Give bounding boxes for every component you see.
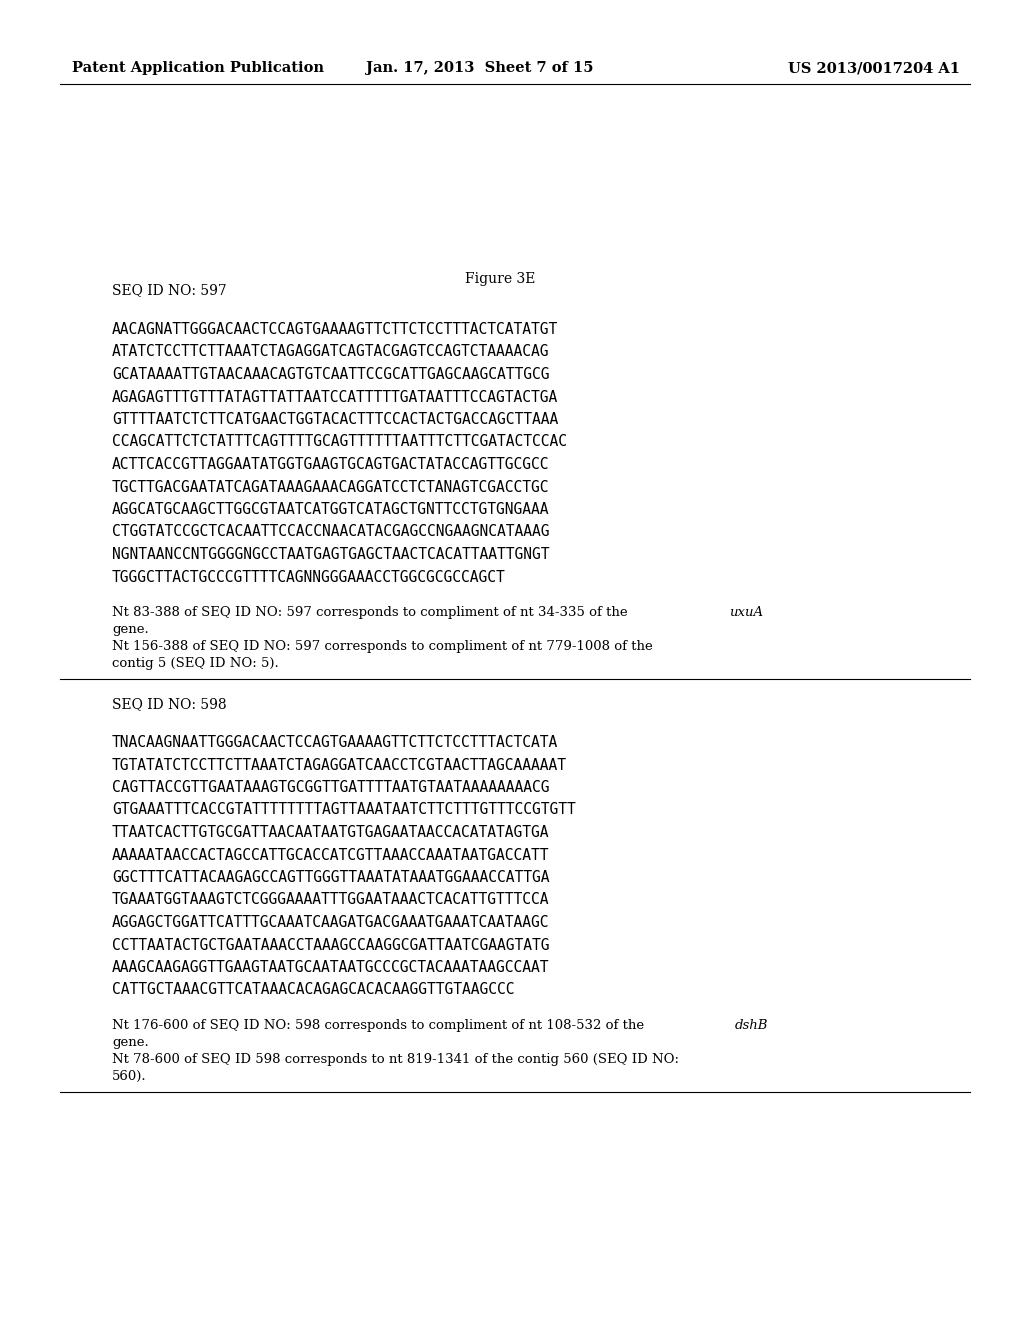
Text: TGTATATCTCCTTCTTAAATCTAGAGGATCAACCTCGTAACTTAGCAAAAAT: TGTATATCTCCTTCTTAAATCTAGAGGATCAACCTCGTAA… xyxy=(112,758,567,772)
Text: 560).: 560). xyxy=(112,1071,146,1082)
Text: AACAGNATTGGGACAACTCCAGTGAAAAGTTCTTCTCCTTTACTCATATGT: AACAGNATTGGGACAACTCCAGTGAAAAGTTCTTCTCCTT… xyxy=(112,322,558,337)
Text: gene.: gene. xyxy=(112,1036,148,1049)
Text: contig 5 (SEQ ID NO: 5).: contig 5 (SEQ ID NO: 5). xyxy=(112,657,279,671)
Text: Figure 3E: Figure 3E xyxy=(465,272,536,286)
Text: US 2013/0017204 A1: US 2013/0017204 A1 xyxy=(788,61,961,75)
Text: NGNTAANCCNTGGGGNGCCTAATGAGTGAGCTAACTCACATTAATTGNGT: NGNTAANCCNTGGGGNGCCTAATGAGTGAGCTAACTCACA… xyxy=(112,546,550,562)
Text: TGGGCTTACTGCCCGTTTTCAGNNGGGAAACCTGGCGCGCCAGCT: TGGGCTTACTGCCCGTTTTCAGNNGGGAAACCTGGCGCGC… xyxy=(112,569,506,585)
Text: AGGAGCTGGATTCATTTGCAAATCAAGATGACGAAATGAAATCAATAAGC: AGGAGCTGGATTCATTTGCAAATCAAGATGACGAAATGAA… xyxy=(112,915,550,931)
Text: uxuA: uxuA xyxy=(729,606,763,619)
Text: AAAAATAACCACTAGCCATTGCACCATCGTTAAACCAAATAATGACCATT: AAAAATAACCACTAGCCATTGCACCATCGTTAAACCAAAT… xyxy=(112,847,550,862)
Text: GTTTTAATCTCTTCATGAACTGGTACACTTTCCACTACTGACCAGCTTAAA: GTTTTAATCTCTTCATGAACTGGTACACTTTCCACTACTG… xyxy=(112,412,558,426)
Text: CTGGTATCCGCTCACAATTCCACCNAACATACGAGCCNGAAGNCATAAAG: CTGGTATCCGCTCACAATTCCACCNAACATACGAGCCNGA… xyxy=(112,524,550,540)
Text: CATTGCTAAACGTTCATAAACACAGAGCACACAAGGTTGTAAGCCC: CATTGCTAAACGTTCATAAACACAGAGCACACAAGGTTGT… xyxy=(112,982,514,998)
Text: gene.: gene. xyxy=(112,623,148,636)
Text: SEQ ID NO: 597: SEQ ID NO: 597 xyxy=(112,282,226,297)
Text: CAGTTACCGTTGAATAAAGTGCGGTTGATTTTAATGTAATAAAAAAAACG: CAGTTACCGTTGAATAAAGTGCGGTTGATTTTAATGTAAT… xyxy=(112,780,550,795)
Text: TGCTTGACGAATATCAGATAAAGAAACAGGATCCTCTANAGTCGACCTGC: TGCTTGACGAATATCAGATAAAGAAACAGGATCCTCTANA… xyxy=(112,479,550,495)
Text: AGGCATGCAAGCTTGGCGTAATCATGGTCATAGCTGNTTCCTGTGNGAAA: AGGCATGCAAGCTTGGCGTAATCATGGTCATAGCTGNTTC… xyxy=(112,502,550,517)
Text: AGAGAGTTTGTTTATAGTTATTAATCCATTTTTGATAATTTCCAGTACTGA: AGAGAGTTTGTTTATAGTTATTAATCCATTTTTGATAATT… xyxy=(112,389,558,404)
Text: ATATCTCCTTCTTAAATCTAGAGGATCAGTACGAGTCCAGTCTAAAACAG: ATATCTCCTTCTTAAATCTAGAGGATCAGTACGAGTCCAG… xyxy=(112,345,550,359)
Text: AAAGCAAGAGGTTGAAGTAATGCAATAATGCCCGCTACAAATAAGCCAAT: AAAGCAAGAGGTTGAAGTAATGCAATAATGCCCGCTACAA… xyxy=(112,960,550,975)
Text: Nt 156-388 of SEQ ID NO: 597 corresponds to compliment of nt 779-1008 of the: Nt 156-388 of SEQ ID NO: 597 corresponds… xyxy=(112,640,652,653)
Text: Jan. 17, 2013  Sheet 7 of 15: Jan. 17, 2013 Sheet 7 of 15 xyxy=(367,61,594,75)
Text: GTGAAATTTCACCGTATTTTTTTTAGTTAAATAATCTTCTTTGTTTCCGTGTT: GTGAAATTTCACCGTATTTTTTTTAGTTAAATAATCTTCT… xyxy=(112,803,575,817)
Text: SEQ ID NO: 598: SEQ ID NO: 598 xyxy=(112,697,226,711)
Text: Nt 78-600 of SEQ ID 598 corresponds to nt 819-1341 of the contig 560 (SEQ ID NO:: Nt 78-600 of SEQ ID 598 corresponds to n… xyxy=(112,1053,679,1067)
Text: TTAATCACTTGTGCGATTAACAATAATGTGAGAATAACCACATATAGTGA: TTAATCACTTGTGCGATTAACAATAATGTGAGAATAACCA… xyxy=(112,825,550,840)
Text: CCAGCATTCTCTATTTCAGTTTTGCAGTTTTTTAATTTCTTCGATACTCCAC: CCAGCATTCTCTATTTCAGTTTTGCAGTTTTTTAATTTCT… xyxy=(112,434,567,450)
Text: Nt 83-388 of SEQ ID NO: 597 corresponds to compliment of nt 34-335 of the: Nt 83-388 of SEQ ID NO: 597 corresponds … xyxy=(112,606,632,619)
Text: ACTTCACCGTTAGGAATATGGTGAAGTGCAGTGACTATACCAGTTGCGCC: ACTTCACCGTTAGGAATATGGTGAAGTGCAGTGACTATAC… xyxy=(112,457,550,473)
Text: Patent Application Publication: Patent Application Publication xyxy=(72,61,324,75)
Text: TGAAATGGTAAAGTCTCGGGAAAATTTGGAATAAACTCACATTGTTTCCA: TGAAATGGTAAAGTCTCGGGAAAATTTGGAATAAACTCAC… xyxy=(112,892,550,908)
Text: GGCTTTCATTACAAGAGCCAGTTGGGTTAAATATAAATGGAAACCATTGA: GGCTTTCATTACAAGAGCCAGTTGGGTTAAATATAAATGG… xyxy=(112,870,550,884)
Text: dshB: dshB xyxy=(735,1019,768,1032)
Text: TNACAAGNAATTGGGACAACTCCAGTGAAAAGTTCTTCTCCTTTACTCATA: TNACAAGNAATTGGGACAACTCCAGTGAAAAGTTCTTCTC… xyxy=(112,735,558,750)
Text: CCTTAATACTGCTGAATAAACCTAAAGCCAAGGCGATTAATCGAAGTATG: CCTTAATACTGCTGAATAAACCTAAAGCCAAGGCGATTAA… xyxy=(112,937,550,953)
Text: Nt 176-600 of SEQ ID NO: 598 corresponds to compliment of nt 108-532 of the: Nt 176-600 of SEQ ID NO: 598 corresponds… xyxy=(112,1019,648,1032)
Text: GCATAAAATTGTAACAAACAGTGTCAATTCCGCATTGAGCAAGCATTGCG: GCATAAAATTGTAACAAACAGTGTCAATTCCGCATTGAGC… xyxy=(112,367,550,381)
